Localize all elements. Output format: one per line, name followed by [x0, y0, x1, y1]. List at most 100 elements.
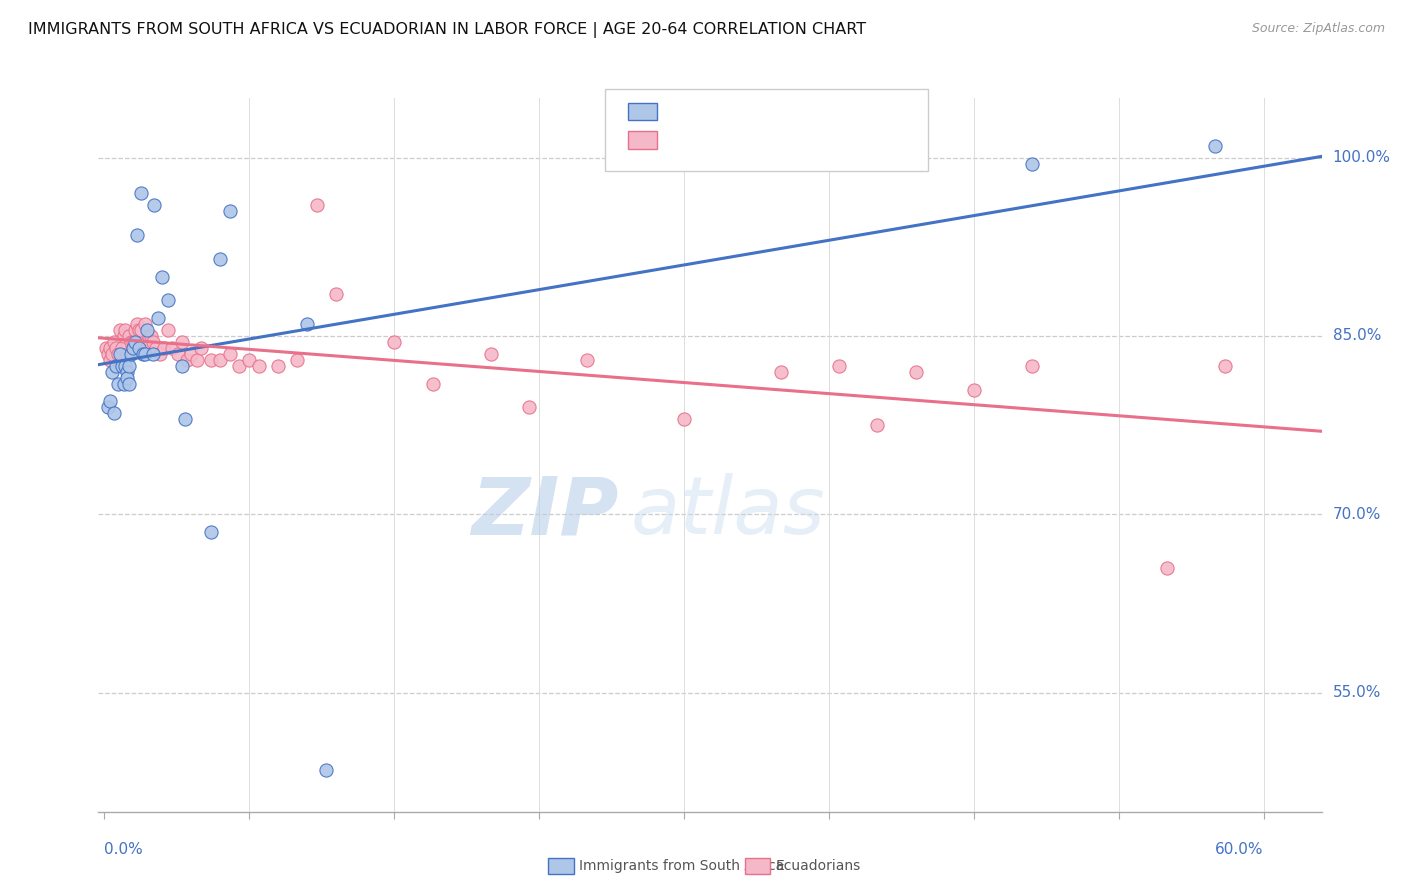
Point	[107, 347, 129, 361]
Point	[98, 394, 121, 409]
Point	[124, 334, 146, 349]
Text: R =: R =	[671, 103, 707, 120]
Point	[209, 352, 232, 367]
Point	[315, 763, 337, 777]
Text: ZIP: ZIP	[471, 473, 619, 551]
Point	[156, 323, 179, 337]
Point	[267, 359, 290, 373]
Point	[122, 341, 145, 355]
Point	[180, 347, 202, 361]
Text: Source: ZipAtlas.com: Source: ZipAtlas.com	[1251, 22, 1385, 36]
Point	[672, 412, 695, 426]
Text: R =: R =	[671, 131, 707, 149]
Text: 37: 37	[818, 103, 844, 120]
Point	[104, 341, 127, 355]
Point	[576, 352, 599, 367]
Point	[101, 365, 124, 379]
Point	[218, 204, 240, 219]
Text: 70.0%: 70.0%	[1333, 507, 1381, 522]
Point	[153, 341, 176, 355]
Point	[769, 365, 792, 379]
Point	[128, 341, 150, 355]
Point	[103, 334, 125, 349]
Point	[1021, 156, 1043, 170]
Point	[112, 329, 135, 343]
Point	[422, 376, 444, 391]
Point	[101, 347, 124, 361]
Point	[1021, 359, 1043, 373]
Point	[118, 359, 141, 373]
Point	[517, 401, 540, 415]
Text: -0.304: -0.304	[716, 131, 780, 149]
Point	[827, 359, 849, 373]
Point	[149, 347, 172, 361]
Point	[1156, 561, 1178, 575]
Point	[135, 334, 157, 349]
Point	[118, 329, 141, 343]
Point	[295, 317, 318, 331]
Point	[1213, 359, 1236, 373]
Point	[117, 365, 139, 379]
Text: 0.0%: 0.0%	[104, 842, 143, 857]
Point	[134, 317, 156, 331]
Point	[209, 252, 232, 266]
Point	[108, 347, 131, 361]
Point	[138, 329, 160, 343]
Point	[156, 293, 179, 308]
Point	[190, 341, 212, 355]
Point	[107, 376, 129, 391]
Text: 60.0%: 60.0%	[1215, 842, 1264, 857]
Point	[97, 347, 120, 361]
Point	[98, 341, 121, 355]
Point	[132, 341, 155, 355]
Point	[125, 317, 148, 331]
Text: atlas: atlas	[630, 473, 825, 551]
Point	[112, 376, 135, 391]
Point	[963, 383, 986, 397]
Point	[134, 347, 156, 361]
Point	[228, 359, 250, 373]
Point	[108, 323, 131, 337]
Text: 0.460: 0.460	[716, 103, 772, 120]
Point	[325, 287, 347, 301]
Point	[141, 347, 163, 361]
Text: N =: N =	[776, 131, 824, 149]
Point	[103, 406, 125, 420]
Point	[145, 341, 167, 355]
Point	[866, 418, 889, 433]
Point	[141, 334, 163, 349]
Point	[114, 359, 136, 373]
Point	[200, 352, 222, 367]
Point	[122, 334, 145, 349]
Point	[128, 323, 150, 337]
Point	[114, 323, 136, 337]
Point	[98, 352, 121, 367]
Point	[120, 334, 142, 349]
Point	[247, 359, 270, 373]
Text: N =: N =	[772, 103, 820, 120]
Point	[238, 352, 260, 367]
Point	[117, 347, 139, 361]
Point	[186, 352, 208, 367]
Point	[129, 323, 152, 337]
Point	[94, 341, 117, 355]
Point	[148, 311, 170, 326]
Point	[287, 352, 309, 367]
Text: IMMIGRANTS FROM SOUTH AFRICA VS ECUADORIAN IN LABOR FORCE | AGE 20-64 CORRELATIO: IMMIGRANTS FROM SOUTH AFRICA VS ECUADORI…	[28, 22, 866, 38]
Point	[218, 347, 240, 361]
Point	[904, 365, 927, 379]
Point	[124, 323, 146, 337]
Point	[110, 359, 132, 373]
Point	[110, 341, 132, 355]
Point	[139, 329, 162, 343]
Point	[305, 198, 328, 212]
Point	[125, 227, 148, 242]
Point	[479, 347, 502, 361]
Text: 85.0%: 85.0%	[1333, 328, 1381, 343]
Point	[170, 359, 193, 373]
Point	[135, 323, 157, 337]
Point	[174, 412, 197, 426]
Text: Immigrants from South Africa: Immigrants from South Africa	[579, 859, 785, 873]
Point	[176, 352, 198, 367]
Point	[150, 269, 173, 284]
